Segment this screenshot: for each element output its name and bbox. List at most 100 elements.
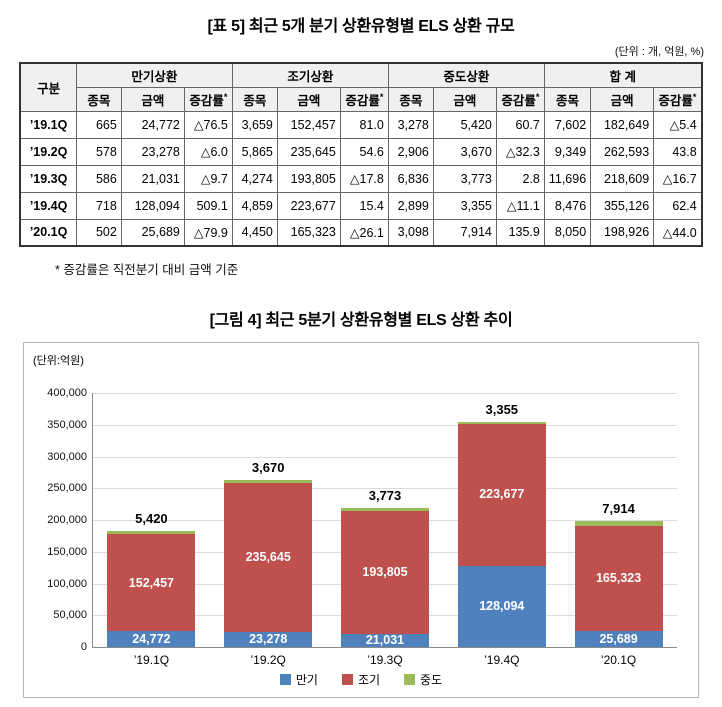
table-cell: 8,050	[543, 218, 592, 247]
table-cell: 23,278	[120, 137, 185, 166]
legend-swatch-icon	[341, 674, 353, 685]
chart-title: [그림 4] 최근 5분기 상환유형별 ELS 상환 추이	[209, 312, 513, 329]
row-label: ’19.4Q	[19, 191, 77, 220]
y-axis-tick-label: 250,000	[47, 482, 87, 495]
row-label: ’19.1Q	[19, 110, 77, 139]
col-header: 금액	[120, 86, 185, 112]
table-unit-note: (단위 : 개, 억원, %)	[614, 46, 704, 58]
bar-stack: 25,689 165,323	[574, 520, 663, 647]
bar-top-label: 7,914	[602, 500, 635, 516]
table-cell: 509.1	[183, 191, 233, 220]
bar-value-label: 128,094	[479, 599, 525, 614]
bar-segment-만기: 23,278	[224, 632, 313, 647]
col-group-early: 조기상환	[231, 62, 389, 88]
y-axis-tick-label: 100,000	[47, 577, 87, 590]
table-cell: △5.4	[653, 110, 703, 139]
table-cell: 193,805	[276, 164, 341, 193]
y-axis-tick-label: 300,000	[47, 450, 87, 463]
col-group-total: 합 계	[543, 62, 703, 88]
bar-segment-조기: 152,457	[107, 534, 196, 632]
table-cell: 235,645	[276, 137, 341, 166]
table-cell: 25,689	[120, 218, 185, 247]
table-cell: 718	[75, 191, 122, 220]
table-cell: △6.0	[183, 137, 233, 166]
bar-slot: 25,689 165,323 7,914 ’20.1Q	[560, 393, 677, 667]
bar-segment-조기: 223,677	[457, 423, 546, 566]
col-header: 금액	[276, 86, 341, 112]
bar-slot: 128,094 223,677 3,355 ’19.4Q	[443, 393, 560, 667]
col-header: 금액	[432, 86, 497, 112]
table-cell: 43.8	[653, 137, 703, 166]
bar-segment-조기: 193,805	[340, 510, 429, 634]
bar-segment-조기: 235,645	[224, 482, 313, 633]
table-cell: 81.0	[339, 110, 389, 139]
table-cell: 135.9	[495, 218, 545, 247]
y-axis-tick-label: 400,000	[47, 387, 87, 399]
table-cell: 4,274	[231, 164, 278, 193]
table-cell: 21,031	[120, 164, 185, 193]
bar-segment-만기: 128,094	[457, 565, 546, 647]
col-header-category: 구분	[19, 62, 77, 112]
bar-slot: 24,772 152,457 5,420 ’19.1Q	[93, 393, 210, 667]
bar-segment-중도	[107, 531, 196, 535]
col-header: 증감률*	[339, 86, 389, 112]
table-cell: 4,859	[231, 191, 278, 220]
table-cell: △26.1	[339, 218, 389, 247]
table-cell: 3,278	[387, 110, 434, 139]
table-cell: 3,098	[387, 218, 434, 247]
bar-slot: 21,031 193,805 3,773 ’19.3Q	[327, 393, 444, 667]
bar-top-label: 3,773	[368, 488, 402, 504]
bar-stack: 23,278 235,645	[224, 480, 313, 647]
table-row: ’19.2Q 578 23,278 △6.0 5,865 235,645 54.6 2,906…	[19, 137, 703, 166]
table-cell: 15.4	[339, 191, 389, 220]
x-axis-category-label: ’19.1Q	[133, 653, 170, 667]
bar-segment-만기: 21,031	[340, 633, 429, 647]
bar-stack: 24,772 152,457	[107, 531, 196, 647]
chart-container: (단위:억원) 0 50,000 100,000 150,000 200,000 250,…	[23, 342, 699, 698]
row-label: ’19.2Q	[19, 137, 77, 166]
bar-value-label: 152,457	[128, 575, 174, 590]
col-header: 종목	[231, 86, 278, 112]
table-cell: 62.4	[653, 191, 703, 220]
x-axis-category-label: ’19.4Q	[484, 653, 520, 667]
table-cell: △32.3	[495, 137, 545, 166]
table-cell: 223,677	[276, 191, 341, 220]
legend-item-만기: 만기	[279, 671, 318, 688]
x-axis-category-label: ’19.3Q	[367, 653, 403, 667]
table-cell: 578	[75, 137, 122, 166]
y-axis-tick-label: 0	[80, 641, 87, 653]
table-cell: 3,773	[432, 164, 497, 193]
table-cell: 3,670	[432, 137, 497, 166]
table-cell: △17.8	[339, 164, 389, 193]
bar-top-label: 5,420	[135, 511, 168, 527]
bar-segment-만기: 25,689	[574, 630, 663, 647]
table-cell: △9.7	[183, 164, 233, 193]
bar-segment-중도	[457, 421, 546, 424]
y-axis-tick-label: 150,000	[47, 545, 87, 558]
bar-stack: 21,031 193,805	[340, 508, 429, 647]
bar-top-label: 3,670	[251, 460, 285, 476]
bar-segment-조기: 165,323	[574, 525, 663, 631]
col-group-maturity: 만기상환	[75, 62, 233, 88]
gridline	[93, 488, 677, 490]
legend-swatch-icon	[404, 674, 416, 685]
table-cell: 6,836	[387, 164, 434, 193]
table-cell: 262,593	[590, 137, 655, 166]
table-cell: 665	[75, 110, 122, 139]
table-cell: 3,355	[432, 191, 497, 220]
table-cell: 5,420	[432, 110, 497, 139]
table-cell: 5,865	[231, 137, 278, 166]
x-axis-category-label: ’20.1Q	[600, 653, 637, 667]
table-cell: 7,602	[543, 110, 592, 139]
table-cell: △16.7	[653, 164, 703, 193]
table-cell: 2.8	[495, 164, 545, 193]
bar-stack: 128,094 223,677	[457, 421, 546, 647]
table-cell: 8,476	[543, 191, 592, 220]
col-header: 종목	[75, 86, 122, 112]
legend-label: 조기	[357, 673, 381, 687]
row-label: ’19.3Q	[19, 164, 77, 193]
chart-legend: 만기 조기 중도	[24, 671, 698, 688]
legend-item-중도: 중도	[404, 671, 442, 688]
bar-segment-만기: 24,772	[107, 631, 196, 647]
